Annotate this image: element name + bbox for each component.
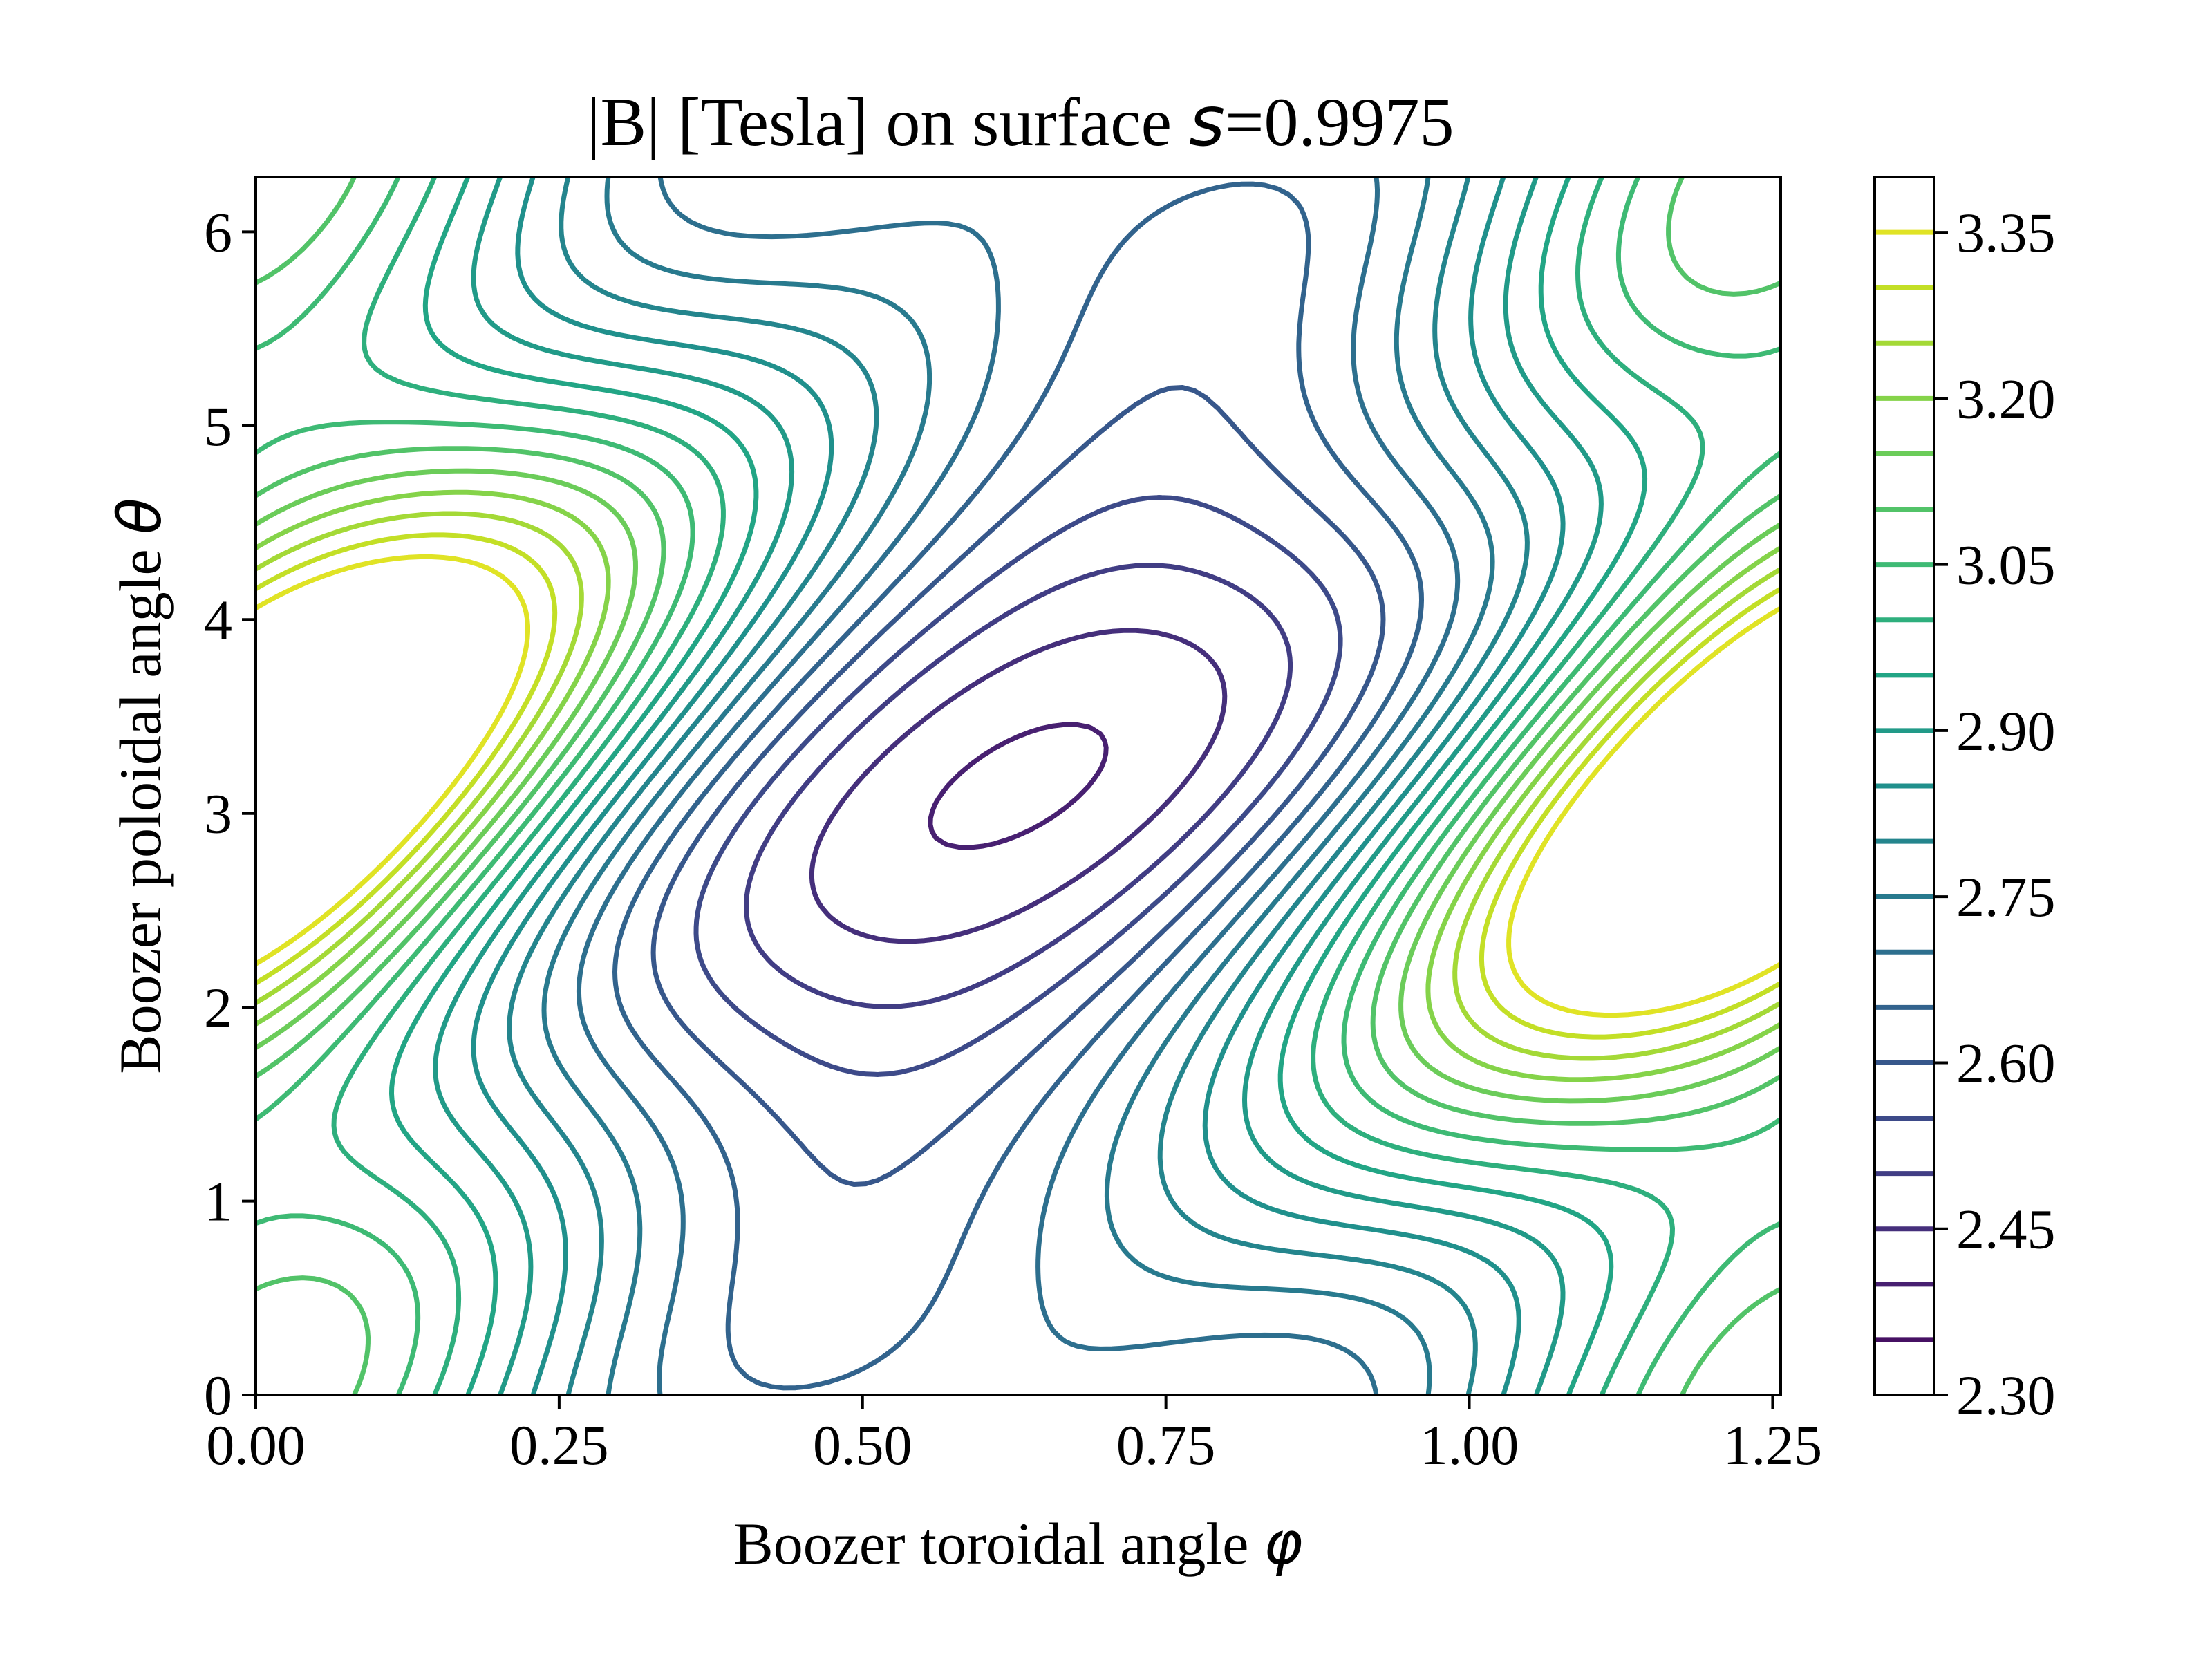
y-tick-label: 1 <box>204 1170 232 1233</box>
contour-level-16 <box>256 177 1781 1395</box>
contour-level-11 <box>471 177 1566 1395</box>
contour-level-20 <box>256 532 1781 1040</box>
contour-level-3 <box>809 628 1228 944</box>
y-tick-label: 2 <box>204 976 232 1039</box>
colorbar-tick-label: 3.35 <box>1956 201 2056 264</box>
contour-level-15 <box>256 177 1781 1395</box>
y-tick-label: 3 <box>204 782 232 845</box>
contour-level-17 <box>256 468 1781 1395</box>
contour-level-6 <box>650 385 1386 1187</box>
colorbar: 2.30 2.45 2.60 2.75 2.90 3.05 3.20 3.35 <box>1873 176 2056 1427</box>
contour-level-10 <box>507 177 1530 1395</box>
y-tick-label: 0 <box>204 1364 232 1427</box>
contour-level-13 <box>389 177 1648 1395</box>
colorbar-tick-label: 2.30 <box>1956 1364 2056 1427</box>
y-axis-label: Boozer poloidal angle θ <box>106 498 175 1074</box>
contour-level-4 <box>744 563 1293 1009</box>
colorbar-tick-label: 2.45 <box>1956 1198 2056 1261</box>
x-tick-label: 0.50 <box>813 1414 912 1477</box>
contour-level-21 <box>256 554 1781 1018</box>
y-axis-ticks: 0 1 2 3 4 5 6 <box>204 200 256 1427</box>
y-tick-label: 6 <box>204 200 232 263</box>
contour-lines <box>256 177 1781 1395</box>
contour-level-8 <box>576 177 1461 1395</box>
contour-level-18 <box>256 489 1781 1082</box>
contour-level-9 <box>541 177 1495 1395</box>
x-tick-label: 0.25 <box>509 1414 609 1477</box>
contour-level-7 <box>612 181 1424 1391</box>
colorbar-tick-label: 2.90 <box>1956 700 2056 762</box>
x-tick-label: 0.00 <box>206 1414 306 1477</box>
colorbar-tick-label: 3.05 <box>1956 534 2056 597</box>
colorbar-tick-label: 2.75 <box>1956 865 2056 928</box>
colorbar-tick-label: 2.60 <box>1956 1031 2056 1094</box>
contour-level-14 <box>331 177 1705 1395</box>
x-axis-ticks: 0.00 0.25 0.50 0.75 1.00 1.25 <box>206 1395 1822 1477</box>
contour-level-12 <box>433 177 1604 1395</box>
colorbar-tick-label: 3.20 <box>1956 367 2056 430</box>
contour-level-5 <box>693 495 1343 1077</box>
x-tick-label: 1.00 <box>1420 1414 1519 1477</box>
x-tick-label: 1.25 <box>1723 1414 1823 1477</box>
colorbar-frame <box>1873 176 1936 1396</box>
y-tick-label: 5 <box>204 395 232 458</box>
x-axis-label: Boozer toroidal angle φ <box>733 1509 1302 1578</box>
contour-level-2 <box>928 722 1109 850</box>
plot-frame <box>254 176 1782 1396</box>
chart-title: |B| [Tesla] on surface s=0.9975 <box>586 81 1454 162</box>
y-tick-label: 4 <box>204 588 232 651</box>
contour-level-19 <box>256 511 1781 1061</box>
x-tick-label: 0.75 <box>1116 1414 1216 1477</box>
